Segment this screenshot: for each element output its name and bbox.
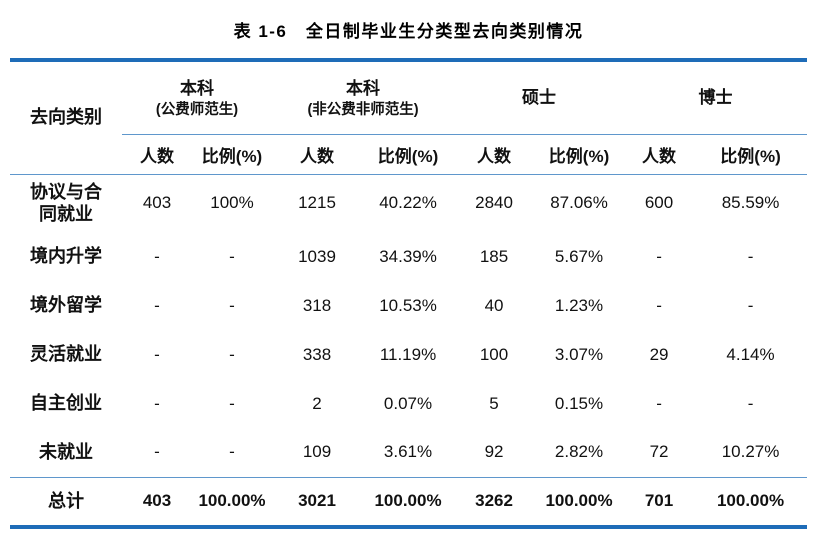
row-label: 未就业 xyxy=(39,442,93,462)
subheader-bili: 比例(%) xyxy=(694,134,808,175)
group-header-boshi: 博士 xyxy=(624,60,808,135)
cell-value: - xyxy=(656,393,662,413)
total-cell-value: 3021 xyxy=(272,476,363,527)
total-cell-value: 100.00% xyxy=(192,476,273,527)
total-cell-value: 100.00% xyxy=(694,476,808,527)
cell-value: 92 xyxy=(484,442,504,462)
table-row: 自主创业 - - 2 0.07% 5 0.15% - - xyxy=(10,379,807,428)
cell-value: 85.59% xyxy=(721,193,780,213)
cell-value: - xyxy=(229,295,235,315)
cell-value: 1215 xyxy=(298,193,336,213)
cell-value: 100 xyxy=(479,344,509,364)
group-label-line1: 本科 xyxy=(346,78,381,98)
cell-value: 3.61% xyxy=(383,442,433,462)
cell-value: - xyxy=(229,344,235,364)
group-header-benke-feigongfei: 本科 (非公费非师范生) xyxy=(272,60,455,135)
cell-value: 2.82% xyxy=(554,442,604,462)
cell-value: 0.07% xyxy=(383,393,433,413)
total-cell-value: 701 xyxy=(624,476,695,527)
group-label-line1: 本科 xyxy=(180,78,214,98)
group-label-line1: 博士 xyxy=(698,88,733,107)
cell-value: 4.14% xyxy=(726,344,775,364)
total-cell-value: 403 xyxy=(122,476,192,527)
cell-value: 3.07% xyxy=(554,344,604,364)
cell-value: 109 xyxy=(302,442,332,462)
total-cell-value: 100.00% xyxy=(534,476,625,527)
cell-value: 72 xyxy=(649,442,669,462)
header-sub-row: 人数 比例(%) 人数 比例(%) 人数 比例(%) 人数 比例(%) xyxy=(10,134,808,175)
cell-value: - xyxy=(154,344,160,364)
total-cell-value: 100.00% xyxy=(362,476,455,527)
cell-value: - xyxy=(229,442,235,462)
subheader-renshu: 人数 xyxy=(272,134,363,175)
group-label-line1: 硕士 xyxy=(522,88,557,107)
row-label: 境内升学 xyxy=(30,246,102,267)
cell-value: 1039 xyxy=(298,246,336,266)
cell-value: 318 xyxy=(302,295,332,315)
row-label: 境外留学 xyxy=(30,295,102,316)
subheader-bili: 比例(%) xyxy=(192,134,273,175)
group-header-shuoshi: 硕士 xyxy=(454,60,625,135)
cell-value: 87.06% xyxy=(550,193,608,213)
corner-header: 去向类别 xyxy=(10,60,122,175)
table-row: 境外留学 - - 318 10.53% 40 1.23% - - xyxy=(10,281,807,330)
cell-value: 5.67% xyxy=(554,246,604,266)
group-label-line2: (公费师范生) xyxy=(155,102,239,119)
cell-value: 2840 xyxy=(475,193,513,213)
table-row: 境内升学 - - 1039 34.39% 185 5.67% - - xyxy=(10,232,807,281)
cell-value: 11.19% xyxy=(379,344,437,364)
cell-value: 5 xyxy=(489,393,499,413)
cell-value: 185 xyxy=(479,246,509,266)
row-label: 自主创业 xyxy=(30,393,102,414)
subheader-renshu: 人数 xyxy=(624,134,695,175)
cell-value: - xyxy=(656,295,662,315)
subheader-renshu: 人数 xyxy=(454,134,535,175)
cell-value: - xyxy=(154,442,160,462)
cell-value: 10.53% xyxy=(379,295,437,315)
cell-value: 2 xyxy=(312,393,322,413)
table-row: 未就业 - - 109 3.61% 92 2.82% 72 10.27% xyxy=(10,428,807,477)
cell-value: - xyxy=(229,246,235,266)
group-label-line2: (非公费非师范生) xyxy=(307,102,419,119)
cell-value: 40 xyxy=(484,295,504,315)
cell-value: 40.22% xyxy=(379,193,437,213)
table-total-row: 总计 403 100.00% 3021 100.00% 3262 100.00%… xyxy=(10,476,808,527)
cell-value: - xyxy=(154,295,160,315)
cell-value: 100% xyxy=(210,193,254,213)
cell-value: 403 xyxy=(142,193,172,213)
row-label: 灵活就业 xyxy=(30,344,102,365)
cell-value: - xyxy=(747,246,754,266)
group-header-benke-gongfei: 本科 (公费师范生) xyxy=(122,60,273,135)
cell-value: 1.23% xyxy=(554,295,604,315)
cell-value: - xyxy=(656,246,662,266)
cell-value: 338 xyxy=(302,344,332,364)
cell-value: - xyxy=(154,393,160,413)
cell-value: - xyxy=(747,295,754,315)
subheader-renshu: 人数 xyxy=(122,134,192,175)
cell-value: 10.27% xyxy=(721,442,780,462)
subheader-bili: 比例(%) xyxy=(362,134,455,175)
row-label: 协议与合同就业 xyxy=(29,181,102,225)
cell-value: - xyxy=(229,393,235,413)
cell-value: - xyxy=(747,393,754,413)
cell-value: 600 xyxy=(644,193,674,213)
header-group-row: 去向类别 本科 (公费师范生) 本科 (非公费非师范生) 硕士 博士 xyxy=(10,60,808,175)
table-title: 表 1-6 全日制毕业生分类型去向类别情况 xyxy=(233,21,584,41)
cell-value: 34.39% xyxy=(379,246,437,266)
subheader-bili: 比例(%) xyxy=(534,134,625,175)
cell-value: 29 xyxy=(649,344,669,364)
table-row: 灵活就业 - - 338 11.19% 100 3.07% 29 4.14% xyxy=(10,330,807,379)
cell-value: - xyxy=(154,246,160,266)
total-label: 总计 xyxy=(10,476,122,527)
graduate-destination-table: 去向类别 本科 (公费师范生) 本科 (非公费非师范生) 硕士 博士 人数 xyxy=(10,58,808,529)
total-cell-value: 3262 xyxy=(454,476,535,527)
cell-value: 0.15% xyxy=(554,393,604,413)
table-row: 协议与合同就业 403 100% 1215 40.22% 2840 87.06%… xyxy=(10,174,807,232)
